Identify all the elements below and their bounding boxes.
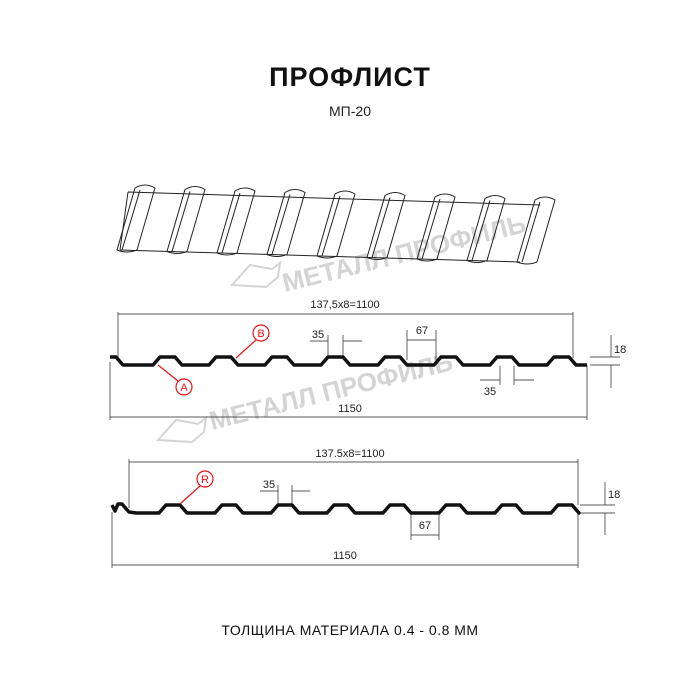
dim-pitch: 137,5x8=1100 xyxy=(310,299,379,311)
svg-text:МЕТАЛЛ ПРОФИЛЬ: МЕТАЛЛ ПРОФИЛЬ xyxy=(279,208,529,298)
page-title: ПРОФЛИСТ xyxy=(269,62,431,92)
rib-3d xyxy=(116,184,156,253)
dim-top-2: 35 xyxy=(263,479,275,491)
callout-a-label: A xyxy=(180,382,188,394)
rib-3d xyxy=(516,196,556,265)
rib-3d xyxy=(316,190,356,259)
callout-b-label: B xyxy=(257,328,264,340)
profile-2-line xyxy=(110,502,581,515)
rib-3d xyxy=(266,189,306,257)
sheet-3d-view xyxy=(116,184,556,265)
dim-top: 35 xyxy=(312,329,324,341)
dim-height-2: 18 xyxy=(608,489,620,501)
profile-1: B A 137,5x8=1100 1150 35 67 35 18 xyxy=(109,299,626,420)
callout-r-label: R xyxy=(201,474,209,486)
rib-3d xyxy=(416,193,456,262)
dim-total: 1150 xyxy=(338,403,362,415)
dim-rib: 67 xyxy=(416,325,428,337)
callout-r xyxy=(196,470,214,488)
profile-2: R 137.5x8=1100 1150 35 67 18 xyxy=(110,448,620,568)
dim-bottom: 35 xyxy=(484,386,496,398)
rib-3d xyxy=(166,186,206,254)
page-subtitle: МП-20 xyxy=(329,103,371,119)
watermark-2: МЕТАЛЛ ПРОФИЛЬ xyxy=(155,346,456,444)
dim-height: 18 xyxy=(614,344,626,356)
rib-3d xyxy=(216,187,256,256)
rib-3d xyxy=(366,192,406,260)
material-thickness-note: ТОЛЩИНА МАТЕРИАЛА 0.4 - 0.8 ММ xyxy=(221,622,479,638)
profile-1-line xyxy=(110,355,587,367)
dim-rib-2: 67 xyxy=(419,520,431,532)
svg-text:МЕТАЛЛ ПРОФИЛЬ: МЕТАЛЛ ПРОФИЛЬ xyxy=(206,346,456,436)
dim-total-2: 1150 xyxy=(333,550,357,562)
dim-pitch-2: 137.5x8=1100 xyxy=(315,448,384,460)
callout-b xyxy=(252,324,270,342)
callout-a xyxy=(175,378,193,396)
rib-3d xyxy=(466,195,506,263)
